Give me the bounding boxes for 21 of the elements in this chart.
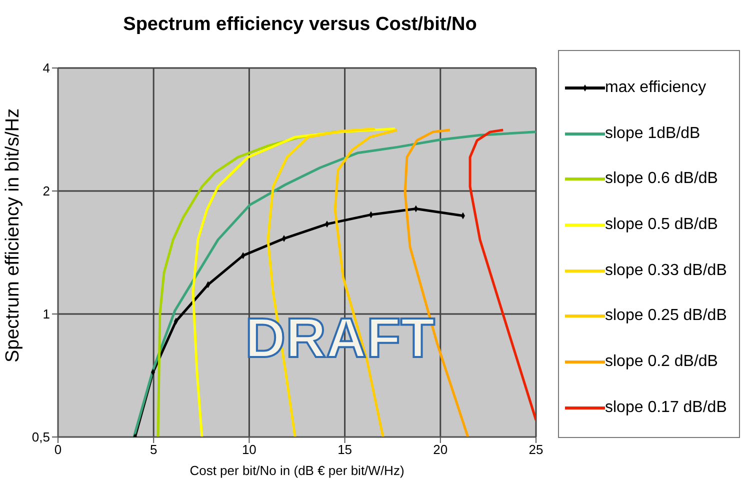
- legend-label: slope 1dB/dB: [605, 124, 700, 143]
- legend-label: max efficiency: [605, 78, 706, 97]
- x-tick-label: 15: [338, 442, 352, 458]
- x-tick-label: 20: [433, 442, 448, 458]
- y-axis-title: Spectrum efficiency in bit/s/Hz: [2, 108, 24, 362]
- legend-label: slope 0.17 dB/dB: [605, 398, 727, 417]
- chart-title: Spectrum efficiency versus Cost/bit/No: [122, 14, 478, 36]
- legend-label: slope 0.5 dB/dB: [605, 216, 718, 234]
- legend-label: slope 0.25 dB/dB: [605, 307, 727, 326]
- y-tick-label: 2: [42, 184, 50, 199]
- x-tick-label: 0: [54, 442, 62, 458]
- y-tick-label: 1: [42, 306, 50, 322]
- y-tick-label: 4: [42, 60, 50, 76]
- x-axis-title: Cost per bit/No in (dB € per bit/W/Hz): [190, 463, 404, 478]
- x-tick-label: 10: [242, 442, 256, 458]
- legend-label: slope 0.6 dB/dB: [605, 170, 718, 188]
- y-tick-label: 0,5: [32, 430, 50, 445]
- x-tick-label: 25: [528, 442, 544, 458]
- legend-label: slope 0.33 dB/dB: [605, 262, 727, 280]
- legend-label: slope 0.2 dB/dB: [605, 352, 718, 371]
- x-tick-label: 5: [150, 442, 158, 458]
